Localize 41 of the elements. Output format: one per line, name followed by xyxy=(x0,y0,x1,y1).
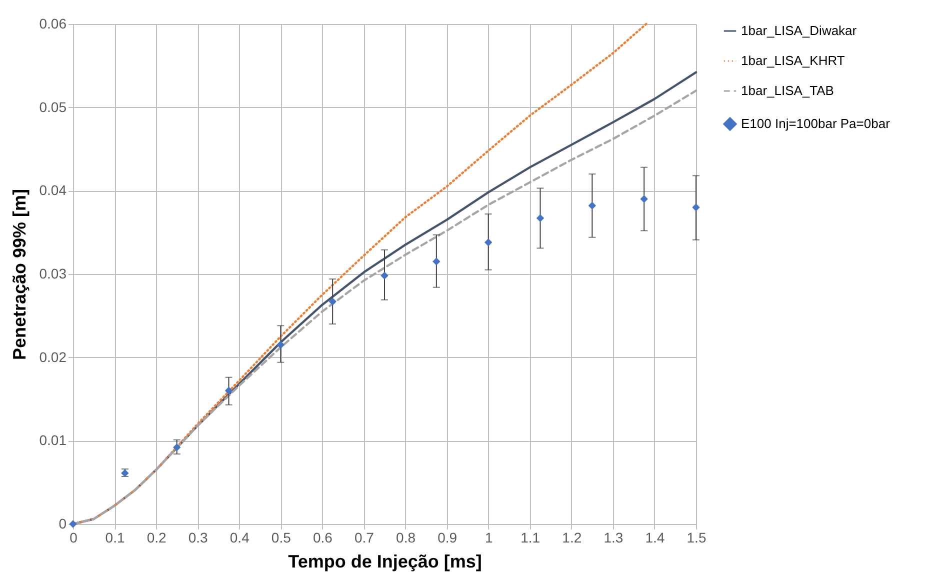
point xyxy=(640,195,648,203)
x-tick-label: 0.8 xyxy=(396,530,416,546)
x-tick-label: 1.2 xyxy=(562,530,582,546)
point xyxy=(432,258,440,266)
point xyxy=(536,214,544,222)
x-tick-label: 0.1 xyxy=(105,530,125,546)
x-tick-label: 0.9 xyxy=(438,530,458,546)
x-axis-title: Tempo de Injeção [ms] xyxy=(288,552,482,572)
point xyxy=(692,203,700,212)
x-tick-label: 0.2 xyxy=(146,530,167,546)
y-tick-label: 0.05 xyxy=(39,98,67,115)
x-tick-label: 1.5 xyxy=(686,530,706,546)
y-tick-label: 0.04 xyxy=(39,182,67,198)
x-tick-label: 1.4 xyxy=(645,530,665,546)
legend-label: 1bar_LISA_KHRT xyxy=(741,53,845,68)
x-tick-label: 0.3 xyxy=(188,530,208,546)
x-tick-label: 0.4 xyxy=(230,530,250,546)
y-tick-label: 0 xyxy=(58,516,67,532)
x-tick-label: 0 xyxy=(70,530,78,546)
x-tick-label: 0.6 xyxy=(312,530,333,546)
point xyxy=(172,443,181,452)
y-axis-title: Penetração 99% [m] xyxy=(9,188,30,360)
x-tick-label: 1 xyxy=(484,530,493,546)
x-tick-label: 1.1 xyxy=(520,530,540,546)
x-tick-label: 0.5 xyxy=(271,530,292,546)
y-tick-label: 0.06 xyxy=(39,16,67,32)
y-tick-label: 0.02 xyxy=(39,348,67,365)
point xyxy=(588,202,596,210)
point xyxy=(276,340,285,349)
point xyxy=(328,298,336,306)
legend-label: E100 Inj=100bar Pa=0bar xyxy=(741,116,891,131)
point xyxy=(380,272,388,280)
point xyxy=(69,520,77,528)
legend-label: 1bar_LISA_TAB xyxy=(741,83,834,98)
x-tick-label: 0.7 xyxy=(354,530,374,546)
y-tick-label: 0.01 xyxy=(39,432,67,448)
point xyxy=(484,238,492,246)
legend-label: 1bar_LISA_Diwakar xyxy=(741,23,858,38)
x-tick-label: 1.3 xyxy=(604,530,624,546)
point xyxy=(224,386,233,395)
y-tick-label: 0.03 xyxy=(39,266,67,282)
